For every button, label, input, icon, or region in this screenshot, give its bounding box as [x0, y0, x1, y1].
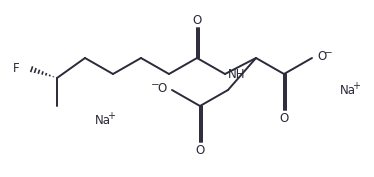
Text: O: O: [317, 50, 326, 64]
Text: NH: NH: [228, 67, 245, 81]
Text: Na: Na: [95, 113, 111, 127]
Text: −: −: [151, 80, 160, 90]
Text: O: O: [279, 113, 289, 125]
Text: O: O: [158, 82, 167, 96]
Text: O: O: [192, 13, 202, 27]
Text: +: +: [352, 81, 360, 91]
Text: Na: Na: [340, 84, 356, 96]
Text: −: −: [324, 48, 333, 58]
Text: F: F: [13, 61, 20, 75]
Text: +: +: [107, 111, 115, 121]
Text: O: O: [195, 144, 205, 158]
